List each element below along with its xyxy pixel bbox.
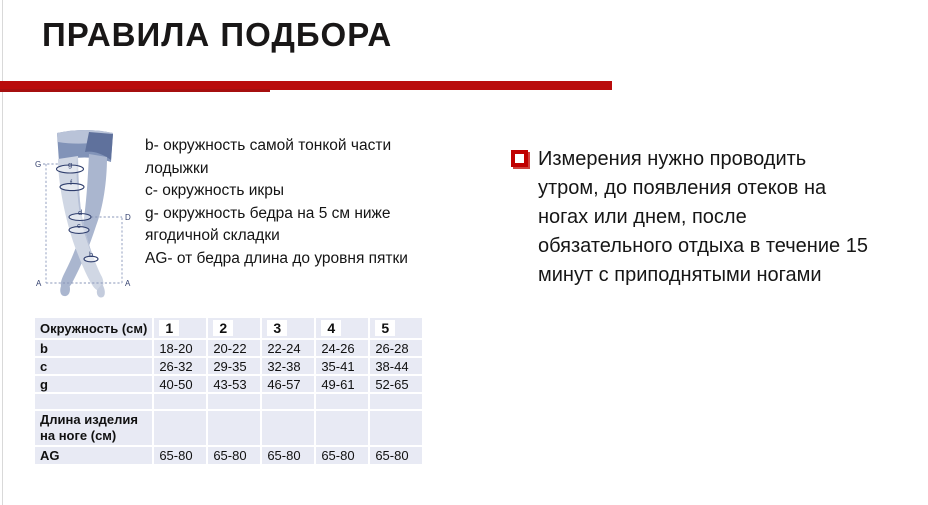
note-line: ногах или днем, после bbox=[538, 206, 747, 228]
note-line: минут с приподнятыми ногами bbox=[538, 264, 822, 286]
diagram-hip-shade bbox=[85, 132, 113, 160]
note-text-block: Измерения нужно проводить утром, до появ… bbox=[510, 145, 908, 290]
band-label-c: c bbox=[77, 221, 81, 230]
point-label-A-right: A bbox=[125, 279, 131, 288]
diagram-left-foot bbox=[60, 284, 70, 297]
page-title: ПРАВИЛА ПОДБОРА bbox=[42, 16, 393, 53]
cell: 20-22 bbox=[208, 340, 261, 356]
diagram-point-labels: G D A A bbox=[35, 160, 131, 288]
cell bbox=[262, 411, 315, 445]
measurement-note: Измерения нужно проводить утром, до появ… bbox=[510, 145, 908, 290]
cell: 49-61 bbox=[316, 376, 369, 392]
diagram-guides bbox=[43, 163, 123, 284]
cell bbox=[316, 411, 369, 445]
legend-item-ag: AG- от бедра длина до уровня пятки bbox=[145, 249, 408, 267]
row-label: Длина изделия на ноге (см) bbox=[35, 411, 153, 445]
table-header-row: Окружность (см) 1 2 3 4 5 bbox=[35, 318, 423, 338]
cell: 26-32 bbox=[154, 358, 207, 374]
cell: 32-38 bbox=[262, 358, 315, 374]
row-label: c bbox=[35, 358, 153, 374]
diagram-labels: g f d c b bbox=[68, 160, 93, 259]
table-row-b: b 18-20 20-22 22-24 24-26 26-28 bbox=[35, 340, 423, 356]
band-label-b: b bbox=[89, 250, 93, 259]
point-label-A-left: A bbox=[36, 279, 42, 288]
cell: 65-80 bbox=[208, 447, 261, 464]
cell bbox=[154, 411, 207, 445]
band-label-d: d bbox=[78, 208, 82, 217]
point-label-G: G bbox=[35, 160, 41, 169]
cell: 46-57 bbox=[262, 376, 315, 392]
table-row-c: c 26-32 29-35 32-38 35-41 38-44 bbox=[35, 358, 423, 374]
note-line: Измерения нужно проводить bbox=[538, 148, 807, 170]
legend-item-c: c- окружность икры bbox=[145, 182, 284, 199]
cell: 52-65 bbox=[370, 376, 423, 392]
leg-measurement-diagram: g f d c b G D A A bbox=[35, 130, 131, 298]
band-label-f: f bbox=[70, 178, 73, 187]
cell: 40-50 bbox=[154, 376, 207, 392]
cell: 26-28 bbox=[370, 340, 423, 356]
table-row-ag: AG 65-80 65-80 65-80 65-80 65-80 bbox=[35, 447, 423, 464]
cell: 29-35 bbox=[208, 358, 261, 374]
cell bbox=[370, 394, 423, 409]
row-label: AG bbox=[35, 447, 153, 464]
cell: 65-80 bbox=[262, 447, 315, 464]
cell bbox=[370, 411, 423, 445]
band-label-g: g bbox=[68, 160, 72, 169]
cell bbox=[208, 411, 261, 445]
title-accent-bar-shadow bbox=[0, 89, 270, 92]
point-label-D: D bbox=[125, 213, 131, 222]
cell: 38-44 bbox=[370, 358, 423, 374]
table-row-g: g 40-50 43-53 46-57 49-61 52-65 bbox=[35, 376, 423, 392]
cell: 65-80 bbox=[154, 447, 207, 464]
row-label: g bbox=[35, 376, 153, 392]
col-header-size-5: 5 bbox=[370, 318, 423, 338]
title-accent-bar bbox=[0, 81, 612, 92]
diagram-right-leg bbox=[60, 154, 107, 289]
table-row-length-header: Длина изделия на ноге (см) bbox=[35, 411, 423, 445]
measurement-legend: b- окружность самой тонкой части лодыжки… bbox=[145, 135, 417, 270]
row-label bbox=[35, 394, 153, 409]
cell bbox=[262, 394, 315, 409]
cell: 35-41 bbox=[316, 358, 369, 374]
checkbox-bullet-icon bbox=[511, 150, 528, 167]
row-label: b bbox=[35, 340, 153, 356]
cell bbox=[316, 394, 369, 409]
legend-item-g: g- окружность бедра на 5 см ниже ягодичн… bbox=[145, 204, 391, 245]
size-table: Окружность (см) 1 2 3 4 5 b 18-20 20-22 … bbox=[33, 316, 424, 466]
cell: 24-26 bbox=[316, 340, 369, 356]
diagram-right-foot bbox=[96, 284, 105, 298]
diagram-bands bbox=[55, 164, 99, 263]
col-header-size-3: 3 bbox=[262, 318, 315, 338]
cell bbox=[154, 394, 207, 409]
table-row-spacer bbox=[35, 394, 423, 409]
cell: 65-80 bbox=[370, 447, 423, 464]
legend-item-b: b- окружность самой тонкой части лодыжки bbox=[145, 137, 392, 177]
cell: 22-24 bbox=[262, 340, 315, 356]
cell bbox=[208, 394, 261, 409]
cell: 18-20 bbox=[154, 340, 207, 356]
col-header-size-4: 4 bbox=[316, 318, 369, 338]
slide-left-edge bbox=[2, 0, 3, 505]
col-header-size-2: 2 bbox=[208, 318, 261, 338]
note-line: утром, до появления отеков на bbox=[538, 177, 827, 199]
cell: 43-53 bbox=[208, 376, 261, 392]
note-line: обязательного отдыха в течение 15 bbox=[538, 235, 868, 257]
col-header-size-1: 1 bbox=[154, 318, 207, 338]
col-header-circumference: Окружность (см) bbox=[35, 318, 153, 338]
cell: 65-80 bbox=[316, 447, 369, 464]
